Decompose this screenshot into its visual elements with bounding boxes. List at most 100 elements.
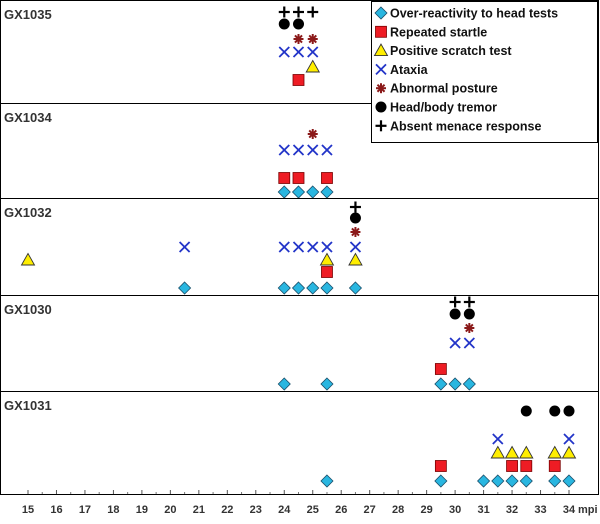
data-point-overreact [519,474,533,488]
x-tick-label: 33 [534,504,546,516]
x-tick-label: 16 [50,504,62,516]
data-point-scratch [547,445,563,459]
data-point-overreact [320,474,334,488]
data-point-ataxia [292,46,305,58]
data-point-overreact [306,185,320,199]
data-point-tremor [293,18,304,30]
data-point-menace [278,6,290,18]
data-point-startle [434,460,447,472]
data-point-overreact [477,474,491,488]
panel-label: GX1035 [4,7,52,22]
data-point-overreact [562,474,576,488]
x-tick-label: 19 [136,504,148,516]
data-point-startle [520,460,533,472]
legend-item-startle: Repeated startle [375,25,487,39]
legend-label: Repeated startle [390,25,487,39]
data-point-menace [349,201,361,213]
data-point-ataxia [563,433,575,445]
data-point-tremor [449,308,461,320]
data-point-posture [464,323,475,333]
data-point-overreact [448,377,462,391]
data-point-startle [321,266,333,278]
data-point-scratch [319,252,335,266]
legend-label: Over-reactivity to head tests [390,7,558,21]
data-point-startle [278,172,291,184]
data-point-menace [449,296,461,308]
data-point-posture [293,34,304,44]
data-point-tremor [349,212,361,224]
legend: Over-reactivity to head tests Repeated st… [371,1,598,143]
data-point-overreact [434,377,448,391]
legend-label: Ataxia [390,63,429,77]
x-tick-label: 28 [392,504,404,516]
x-tick-label: 26 [335,504,347,516]
plus-icon [375,120,387,132]
legend-item-posture: Abnormal posture [376,82,498,96]
data-point-overreact [320,185,334,199]
data-point-ataxia [292,144,305,156]
panel-gx1030: GX1030 [0,295,599,391]
legend-item-overreact: Over-reactivity to head tests [374,6,558,21]
data-point-ataxia [278,241,290,253]
x-tick-label: 24 [278,504,291,516]
panel-gx1035: GX1035 [4,6,321,86]
x-tick-label: 20 [164,504,176,516]
data-point-ataxia [449,337,461,349]
data-point-ataxia [321,241,333,253]
data-point-ataxia [178,241,191,253]
data-point-menace [463,296,475,308]
data-point-startle [506,460,518,472]
data-point-ataxia [463,337,475,349]
x-tick-label: 15 [22,504,34,516]
legend-label: Head/body tremor [390,101,497,115]
x-tick-label: 17 [79,504,91,516]
legend-item-tremor: Head/body tremor [375,101,497,115]
data-point-menace [307,6,319,18]
data-point-tremor [520,405,532,417]
x-axis: 15 16 17 18 19 20 21 22 23 24 25 26 27 28 29 30 31 32 33 34… [0,490,599,516]
data-point-overreact [505,474,519,488]
data-point-overreact [277,281,291,295]
data-point-menace [293,6,304,18]
data-point-overreact [178,281,192,295]
x-tick-label: 23 [250,504,262,516]
x-tick-label: 32 [506,504,518,516]
legend-label: Positive scratch test [390,44,512,58]
x-tick-label: 27 [364,504,376,516]
x-tick-label: 29 [421,504,433,516]
x-tick-label: 18 [107,504,119,516]
panel-label: GX1031 [4,398,52,413]
data-point-scratch [348,252,363,266]
data-point-ataxia [278,144,290,156]
data-point-startle [434,363,447,375]
square-icon [375,25,387,38]
data-point-scratch [305,59,321,73]
data-point-tremor [463,308,475,320]
legend-label: Abnormal posture [390,82,498,96]
diamond-icon [374,6,388,20]
x-unit-label: mpi [578,504,598,516]
x-tick-label: 31 [477,504,489,516]
panel-gx1034: GX1034 [0,103,599,199]
panels-layer: GX1035 GX1034 GX1032 GX1030 GX1031 [0,0,599,495]
data-point-scratch [504,445,520,459]
data-point-scratch [20,252,36,266]
data-point-posture [307,129,318,139]
data-point-overreact [277,377,291,391]
circle-icon [375,101,387,113]
data-point-ataxia [349,241,362,253]
data-point-posture [307,34,318,44]
data-point-overreact [348,281,363,295]
data-point-overreact [277,185,291,199]
data-point-ataxia [492,433,504,445]
x-tick-label: 30 [449,504,461,516]
data-point-posture [350,227,361,237]
data-point-ataxia [321,144,333,156]
asterisk-icon [376,83,386,94]
data-point-overreact [434,474,448,488]
legend-item-ataxia: Ataxia [375,63,429,77]
data-point-overreact [548,474,562,488]
data-point-overreact [320,281,334,295]
data-point-startle [292,172,305,184]
